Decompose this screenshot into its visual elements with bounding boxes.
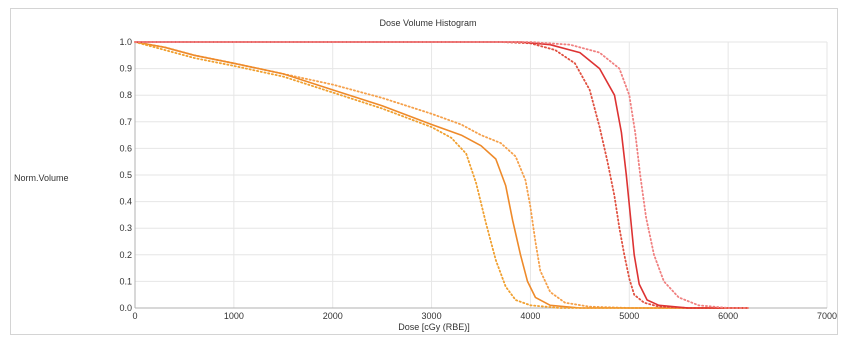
- y-tick-label: 0.6: [119, 143, 132, 153]
- x-tick-label: 1000: [224, 311, 244, 321]
- x-axis-title: Dose [cGy (RBE)]: [398, 322, 470, 332]
- x-tick-label: 7000: [817, 311, 837, 321]
- y-tick-label: 0.5: [119, 170, 132, 180]
- y-tick-label: 0.7: [119, 117, 132, 127]
- y-axis-title: Norm.Volume: [14, 173, 69, 183]
- y-tick-label: 0.4: [119, 197, 132, 207]
- y-tick-label: 0.9: [119, 64, 132, 74]
- chart-title: Dose Volume Histogram: [379, 18, 476, 28]
- x-tick-label: 3000: [422, 311, 442, 321]
- series-layer: [134, 41, 749, 309]
- y-tick-label: 0.1: [119, 276, 132, 286]
- tick-labels: 0 1000 2000 3000 4000 5000 6000 7000 0.0 0.1 0.2 0.…: [119, 37, 837, 321]
- y-tick-label: 0.3: [119, 223, 132, 233]
- x-tick-label: 2000: [323, 311, 343, 321]
- x-tick-label: 4000: [520, 311, 540, 321]
- y-tick-label: 0.8: [119, 90, 132, 100]
- chart-frame: Dose Volume Histogram 0 1000 2000 3000 4000 5…: [10, 8, 838, 335]
- grid: [135, 41, 828, 308]
- dvh-series-line-3: [134, 41, 749, 309]
- x-tick-label: 6000: [718, 311, 738, 321]
- x-tick-label: 0: [132, 311, 137, 321]
- x-tick-label: 5000: [619, 311, 639, 321]
- y-tick-label: 0.0: [119, 303, 132, 313]
- y-tick-label: 1.0: [119, 37, 132, 47]
- dvh-series-line-6: [134, 41, 749, 309]
- y-tick-label: 0.2: [119, 250, 132, 260]
- dvh-series-line-5: [135, 41, 748, 309]
- dvh-chart: Dose Volume Histogram 0 1000 2000 3000 4000 5…: [14, 18, 837, 332]
- dvh-series-line-2: [134, 41, 748, 309]
